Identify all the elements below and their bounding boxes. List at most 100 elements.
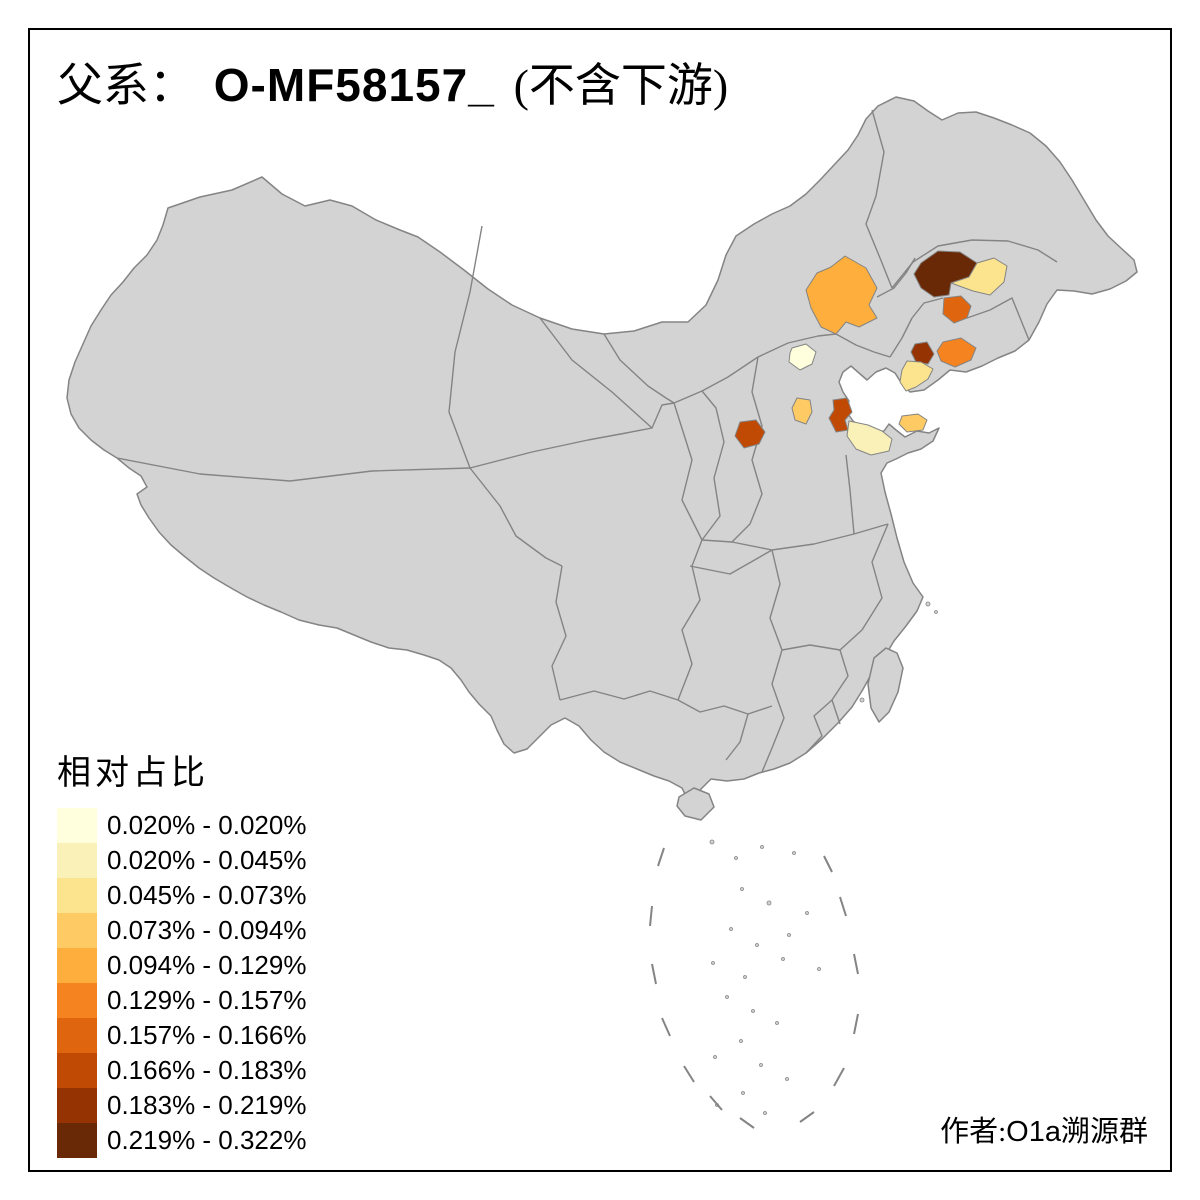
small-island	[743, 975, 747, 979]
boundary-dash	[833, 1067, 845, 1087]
legend-item: 0.183% - 0.219%	[57, 1088, 306, 1123]
legend-swatch	[57, 1018, 97, 1053]
boundary-dash	[853, 1013, 859, 1035]
legend-item: 0.045% - 0.073%	[57, 878, 306, 913]
legend-label: 0.045% - 0.073%	[107, 880, 307, 910]
legend-swatch	[57, 808, 97, 843]
legend-title: 相对占比	[57, 755, 209, 792]
boundary-dash	[853, 953, 859, 975]
small-island	[760, 845, 764, 849]
small-island	[781, 957, 785, 961]
map-region-hebei-south	[791, 397, 813, 425]
legend-swatch	[57, 878, 97, 913]
legend-item: 0.020% - 0.020%	[57, 808, 306, 843]
small-island	[725, 995, 729, 999]
province-border	[469, 467, 563, 567]
legend-item: 0.020% - 0.045%	[57, 843, 306, 878]
province-border	[677, 699, 773, 715]
map-legend: 相对占比 0.020% - 0.020% 0.020% - 0.045% 0.0…	[57, 745, 306, 1158]
province-border	[539, 317, 653, 429]
small-island	[751, 1009, 755, 1013]
small-island	[925, 601, 931, 607]
highlighted-regions	[734, 250, 1008, 456]
province-border	[725, 713, 749, 761]
boundary-dash	[683, 1065, 695, 1083]
map-region-shandong-east	[898, 413, 928, 433]
hainan-island	[676, 787, 715, 821]
small-island	[817, 967, 821, 971]
legend-swatch	[57, 843, 97, 878]
mainland-china-outline	[66, 96, 1138, 802]
legend-swatch	[57, 1088, 97, 1123]
map-region-tieling	[942, 295, 972, 324]
credit-prefix: 作者:	[940, 1116, 1007, 1148]
province-border	[469, 402, 675, 469]
legend-item: 0.219% - 0.322%	[57, 1123, 306, 1158]
small-island	[739, 1039, 743, 1043]
province-border	[966, 297, 1030, 341]
small-island	[785, 1077, 789, 1081]
province-border	[891, 239, 1058, 289]
legend-label: 0.219% - 0.322%	[107, 1125, 307, 1155]
legend-label: 0.020% - 0.020%	[107, 810, 307, 840]
small-island	[740, 887, 744, 891]
legend-swatch	[57, 983, 97, 1018]
small-island	[775, 1021, 779, 1025]
small-island	[755, 943, 759, 947]
province-border	[551, 565, 567, 701]
province-border	[673, 402, 703, 541]
boundary-dash	[739, 1117, 755, 1129]
boundary-dash	[799, 1111, 815, 1123]
province-border	[835, 333, 891, 358]
small-island	[787, 933, 791, 937]
small-island	[759, 1063, 763, 1067]
legend-label: 0.157% - 0.166%	[107, 1020, 307, 1050]
legend-label: 0.166% - 0.183%	[107, 1055, 307, 1085]
small-island	[763, 1111, 767, 1115]
province-border	[448, 225, 483, 469]
map-region-shanxi-southeast	[734, 419, 766, 449]
small-island	[713, 1055, 717, 1059]
credit-suffix: 溯源群	[1060, 1116, 1148, 1148]
legend-label: 0.183% - 0.219%	[107, 1090, 307, 1120]
legend-swatch	[57, 1123, 97, 1158]
map-region-beijing	[788, 343, 817, 371]
province-border	[761, 747, 773, 773]
legend-label: 0.094% - 0.129%	[107, 950, 307, 980]
legend-item: 0.094% - 0.129%	[57, 948, 306, 983]
legend-label: 0.020% - 0.045%	[107, 845, 307, 875]
title-suffix: (不含下游)	[513, 60, 729, 111]
province-border	[865, 109, 893, 289]
small-island	[934, 610, 938, 614]
legend-item: 0.129% - 0.157%	[57, 983, 306, 1018]
small-island	[805, 911, 809, 915]
map-region-jilin-city	[950, 257, 1008, 296]
small-island	[734, 856, 738, 860]
legend-label: 0.073% - 0.094%	[107, 915, 307, 945]
legend-swatch	[57, 913, 97, 948]
legend-label: 0.129% - 0.157%	[107, 985, 307, 1015]
small-island	[729, 927, 733, 931]
nine-dash-line	[649, 847, 859, 1129]
province-border	[889, 297, 944, 358]
province-border	[831, 629, 863, 725]
province-border	[781, 644, 841, 651]
small-island	[741, 1091, 745, 1095]
legend-swatch	[57, 948, 97, 983]
legend-swatch	[57, 1053, 97, 1088]
boundary-dash	[661, 1017, 671, 1037]
province-border	[701, 390, 725, 541]
small-island	[709, 839, 715, 845]
map-region-dalian	[899, 360, 934, 392]
small-island	[859, 697, 865, 703]
boundary-dash	[657, 847, 665, 867]
province-border	[677, 539, 703, 701]
province-border	[559, 690, 679, 701]
small-island	[792, 851, 796, 855]
province-border	[731, 523, 889, 551]
boundary-dash	[649, 905, 653, 927]
province-border	[805, 699, 833, 754]
page-title: 父系： O-MF58157_ (不含下游)	[57, 58, 728, 113]
province-border	[701, 356, 763, 543]
